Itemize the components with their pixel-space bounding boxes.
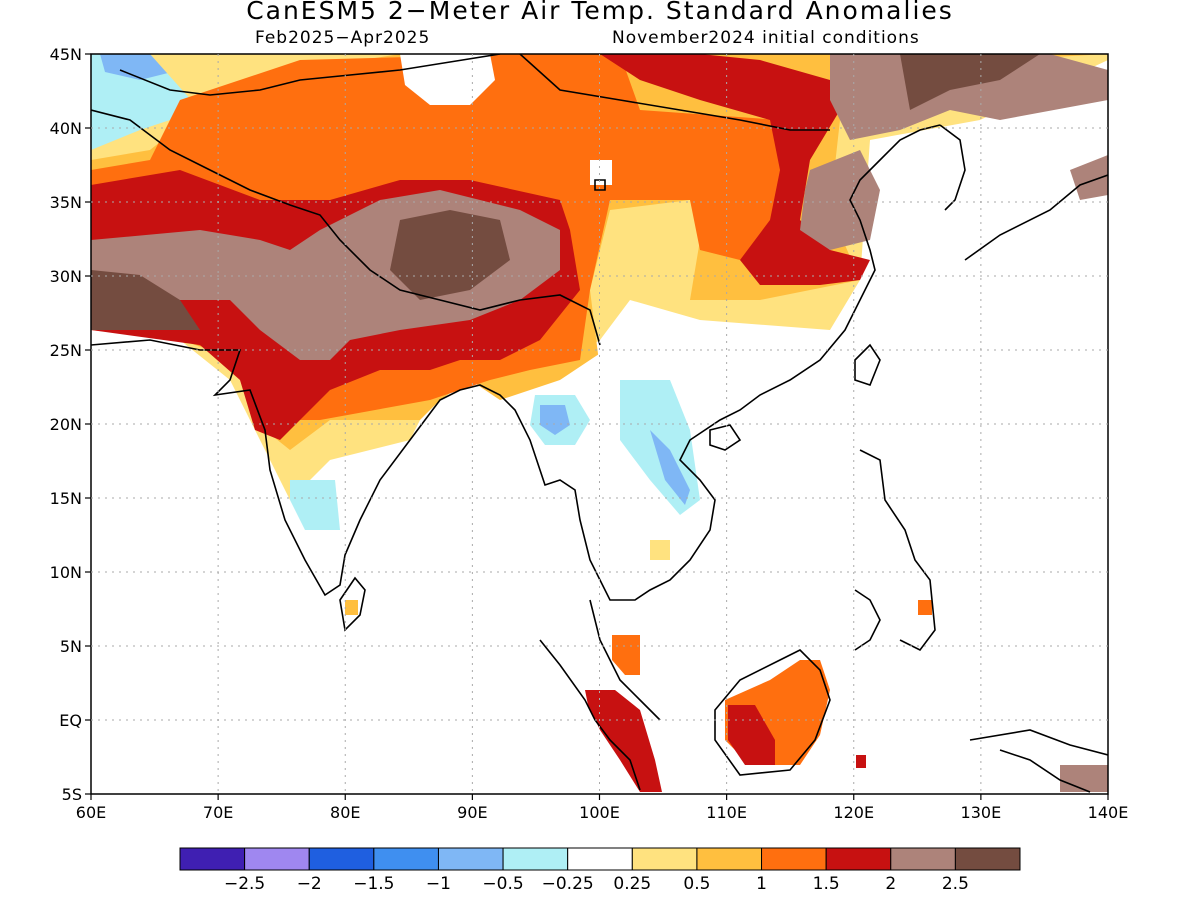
- colorbar-label: −2: [297, 874, 322, 894]
- colorbar-label: 1.5: [813, 874, 840, 894]
- lat-tick-label: 30N: [50, 267, 82, 286]
- colorbar-label: −1: [426, 874, 451, 894]
- initial-conditions-label: November2024 initial conditions: [612, 28, 920, 48]
- lon-tick-label: 60E: [76, 803, 106, 822]
- colorbar-swatch: [825, 847, 892, 871]
- map-title: CanESM5 2−Meter Air Temp. Standard Anoma…: [246, 0, 954, 25]
- colorbar-swatch: [179, 847, 246, 871]
- colorbar-swatch: [567, 847, 633, 871]
- colorbar-label: 0.25: [613, 874, 651, 894]
- forecast-period: Feb2025−Apr2025: [255, 28, 431, 48]
- colorbar-label: 2.5: [942, 874, 969, 894]
- lat-tick-label: 20N: [50, 415, 82, 434]
- colorbar-label: −2.5: [224, 874, 265, 894]
- colorbar-label: −0.25: [542, 874, 594, 894]
- lon-tick-label: 70E: [203, 803, 233, 822]
- lat-tick-label: EQ: [59, 711, 82, 730]
- lat-tick-label: 5N: [60, 637, 82, 656]
- lat-tick-label: 10N: [50, 563, 82, 582]
- colorbar-label: 0.5: [683, 874, 710, 894]
- lon-tick-label: 90E: [457, 803, 487, 822]
- colorbar-swatch: [502, 847, 569, 871]
- colorbar: −2.5 −2 −1.5 −1 −0.5 −0.25 0.25 0.5 1 1.5 2 2.5: [179, 847, 1021, 894]
- lat-tick-label: 5S: [62, 785, 82, 804]
- lon-tick-label: 120E: [833, 803, 874, 822]
- colorbar-swatch: [373, 847, 439, 871]
- colorbar-swatch: [631, 847, 698, 871]
- lat-tick-label: 45N: [50, 45, 82, 64]
- coastlines: [91, 54, 1108, 793]
- colorbar-label: −0.5: [482, 874, 523, 894]
- lat-tick-label: 40N: [50, 119, 82, 138]
- colorbar-swatch: [308, 847, 375, 871]
- lat-tick-label: 35N: [50, 193, 82, 212]
- lat-tick-label: 25N: [50, 341, 82, 360]
- colorbar-swatch: [437, 847, 504, 871]
- lon-tick-label: 80E: [330, 803, 360, 822]
- colorbar-swatch: [696, 847, 763, 871]
- colorbar-swatch: [890, 847, 956, 871]
- lon-tick-label: 140E: [1088, 803, 1129, 822]
- lon-tick-label: 110E: [706, 803, 747, 822]
- lon-tick-label: 130E: [961, 803, 1002, 822]
- colorbar-label: −1.5: [353, 874, 394, 894]
- colorbar-label: 2: [885, 874, 896, 894]
- lat-tick-label: 15N: [50, 489, 82, 508]
- graticule: [91, 54, 1108, 794]
- axis-ticks: 60E 70E 80E 90E 100E 110E 120E 130E 140E 45N 40N 35…: [50, 45, 1129, 822]
- colorbar-swatch: [244, 847, 310, 871]
- colorbar-swatch: [761, 847, 827, 871]
- anomaly-field: [91, 54, 1108, 792]
- colorbar-label: 1: [756, 874, 767, 894]
- colorbar-swatch: [954, 847, 1021, 871]
- lon-tick-label: 100E: [579, 803, 620, 822]
